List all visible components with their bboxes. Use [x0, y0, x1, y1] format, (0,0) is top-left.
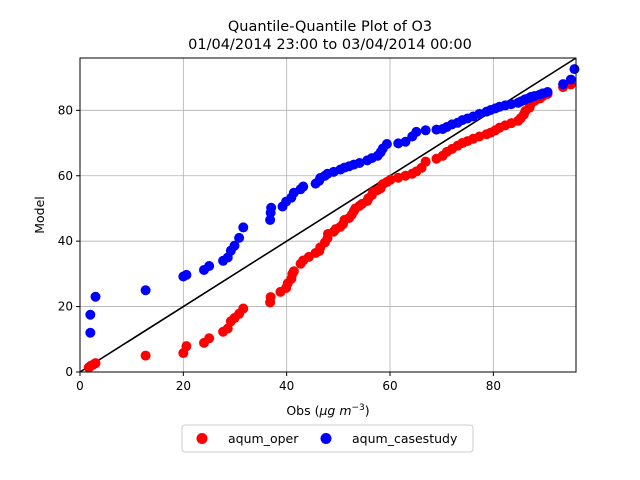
data-point [558, 79, 569, 90]
data-point [85, 327, 96, 338]
data-point [238, 222, 249, 233]
data-point [204, 261, 215, 272]
plot-area-border [79, 57, 577, 373]
data-point [420, 125, 431, 136]
data-point [265, 214, 276, 225]
chart-title-line-1: Quantile-Quantile Plot of O3 [228, 19, 432, 35]
data-point [411, 126, 422, 137]
x-tick-label: 40 [279, 379, 294, 393]
data-point [181, 269, 192, 280]
y-tick-label: 20 [58, 300, 73, 314]
data-point [381, 139, 392, 150]
x-tick-label: 60 [382, 379, 397, 393]
x-tick-label: 0 [76, 379, 84, 393]
legend-marker-aqum-oper [196, 433, 208, 444]
data-point [298, 181, 309, 192]
x-tick-label: 20 [176, 379, 191, 393]
data-point [229, 240, 240, 251]
y-axis-label: Model [32, 196, 47, 234]
data-point [181, 341, 192, 352]
legend: aqum_oper aqum_casestudy [181, 424, 474, 453]
chart-title-line-2: 01/04/2014 23:00 to 03/04/2014 00:00 [188, 37, 472, 53]
data-point [569, 64, 580, 75]
data-point [400, 136, 411, 147]
data-points [83, 64, 580, 373]
legend-label-aqum-oper: aqum_oper [228, 431, 299, 446]
series-aqum-casestudy [85, 64, 580, 338]
legend-marker-aqum-casestudy [320, 433, 332, 444]
data-point [85, 309, 96, 320]
data-point [288, 266, 299, 277]
data-point [265, 292, 276, 303]
data-point [565, 74, 576, 85]
data-point [204, 333, 215, 344]
data-point [542, 87, 553, 98]
data-point [90, 291, 101, 302]
x-axis-label: Obs (μg m−3) [286, 403, 369, 418]
data-point [420, 156, 431, 167]
data-point [266, 202, 277, 213]
y-tick-label: 0 [65, 365, 73, 379]
axis-ticks: 0 20 40 60 80 0 20 40 60 80 [58, 103, 501, 393]
x-tick-label: 80 [486, 379, 501, 393]
series-aqum-oper [83, 79, 576, 373]
data-point [238, 303, 249, 314]
data-point [90, 358, 101, 369]
data-point [354, 157, 365, 168]
y-tick-label: 80 [58, 103, 73, 117]
data-point [140, 350, 151, 361]
data-point [140, 285, 151, 296]
data-point [385, 174, 396, 185]
y-tick-label: 60 [58, 169, 73, 183]
legend-label-aqum-casestudy: aqum_casestudy [352, 431, 458, 446]
y-tick-label: 40 [58, 234, 73, 248]
data-point [234, 232, 245, 243]
axes-frame [79, 57, 577, 373]
